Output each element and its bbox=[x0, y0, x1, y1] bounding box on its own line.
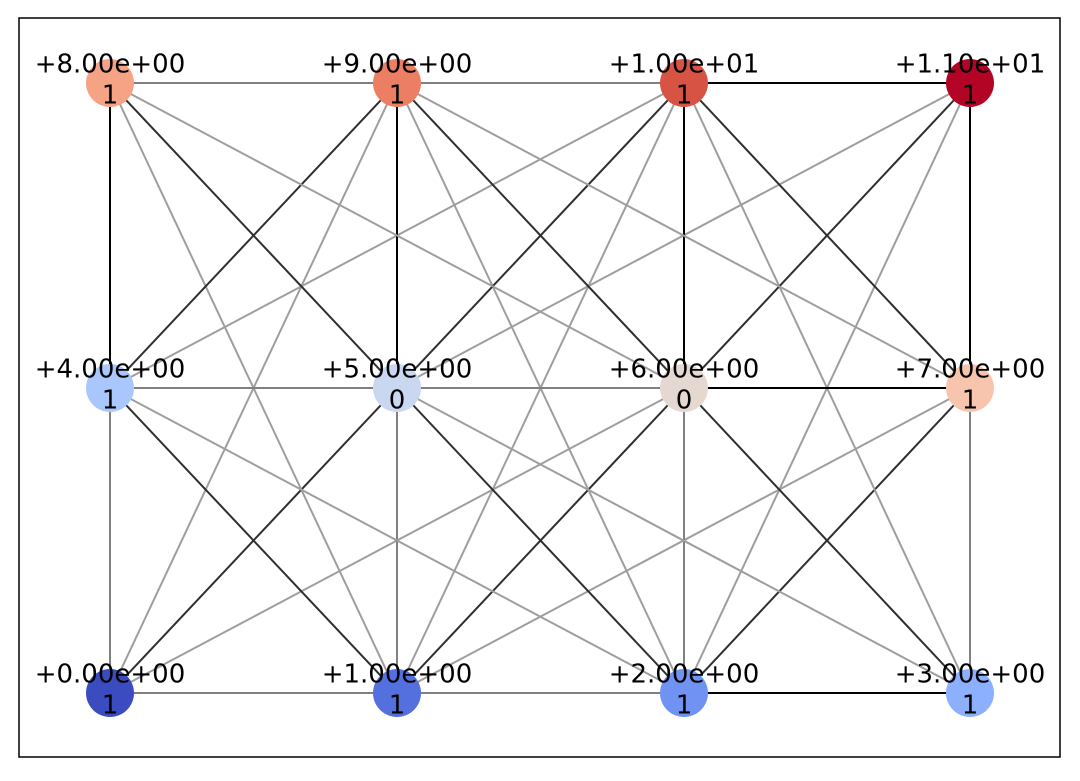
edge bbox=[396, 82, 971, 389]
nodes: +0.00e+001+1.00e+001+2.00e+001+3.00e+001… bbox=[35, 50, 1046, 721]
node-label: +4.00e+00 bbox=[35, 355, 186, 385]
node bbox=[373, 59, 421, 107]
edge bbox=[396, 82, 685, 389]
node bbox=[660, 364, 708, 412]
node-sublabel: 1 bbox=[676, 691, 693, 721]
node-label: +5.00e+00 bbox=[322, 355, 473, 385]
node-label: +3.00e+00 bbox=[895, 660, 1046, 690]
edge bbox=[683, 82, 971, 389]
node-label: +7.00e+00 bbox=[895, 355, 1046, 385]
node-sublabel: 1 bbox=[389, 81, 406, 111]
node-label: +1.00e+00 bbox=[322, 660, 473, 690]
node bbox=[946, 59, 994, 107]
node bbox=[660, 59, 708, 107]
node bbox=[373, 669, 421, 717]
node bbox=[660, 669, 708, 717]
node-sublabel: 1 bbox=[962, 386, 979, 416]
frame bbox=[18, 17, 1061, 758]
node bbox=[86, 364, 134, 412]
edge bbox=[396, 387, 685, 694]
node bbox=[86, 59, 134, 107]
node-sublabel: 1 bbox=[676, 81, 693, 111]
node-label: +0.00e+00 bbox=[35, 660, 186, 690]
node bbox=[946, 669, 994, 717]
node bbox=[86, 669, 134, 717]
node-sublabel: 1 bbox=[102, 691, 119, 721]
edge bbox=[109, 387, 398, 694]
node-label: +9.00e+00 bbox=[322, 50, 473, 80]
node-label: +1.10e+01 bbox=[895, 50, 1046, 80]
node-sublabel: 1 bbox=[102, 81, 119, 111]
node-label: +8.00e+00 bbox=[35, 50, 186, 80]
node-sublabel: 0 bbox=[389, 386, 406, 416]
node-label: +1.00e+01 bbox=[609, 50, 760, 80]
edge bbox=[683, 387, 971, 694]
node-sublabel: 1 bbox=[102, 386, 119, 416]
edge bbox=[109, 82, 685, 389]
edge bbox=[109, 82, 398, 389]
node-sublabel: 1 bbox=[389, 691, 406, 721]
node-label: +6.00e+00 bbox=[609, 355, 760, 385]
node bbox=[373, 364, 421, 412]
node-sublabel: 1 bbox=[962, 691, 979, 721]
node-sublabel: 1 bbox=[962, 81, 979, 111]
edge bbox=[109, 387, 685, 694]
node-sublabel: 0 bbox=[676, 386, 693, 416]
node bbox=[946, 364, 994, 412]
edges bbox=[109, 82, 971, 694]
node-label: +2.00e+00 bbox=[609, 660, 760, 690]
edge bbox=[396, 387, 971, 694]
